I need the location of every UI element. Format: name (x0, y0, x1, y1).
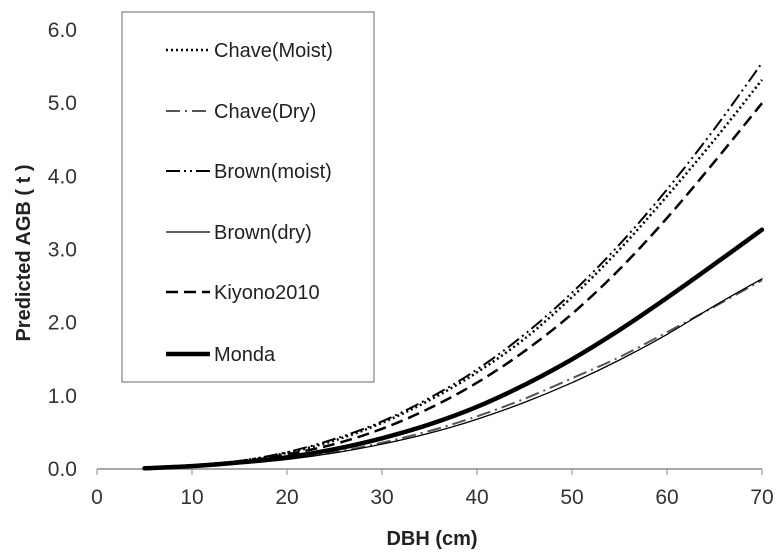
legend-label: Chave(Dry) (214, 101, 316, 123)
legend-label: Chave(Moist) (214, 40, 333, 62)
y-axis-title: Predicted AGB ( t ) (13, 164, 35, 341)
x-tick-label: 0 (91, 486, 103, 509)
legend-label: Brown(dry) (214, 222, 312, 244)
series-line (144, 279, 763, 470)
y-tick-label: 1.0 (48, 385, 77, 408)
series-line (144, 79, 763, 470)
legend-label: Monda (214, 344, 276, 366)
series-group (142, 62, 765, 471)
x-axis-title: DBH (cm) (386, 528, 477, 550)
axes: 0 10 20 30 40 50 60 70 0.0 1.0 2.0 3.0 4.0 5.0 6.0 (48, 19, 774, 509)
series-line (144, 62, 763, 470)
y-tick-label: 5.0 (48, 92, 77, 115)
y-tick-label: 6.0 (48, 19, 77, 42)
x-tick-label: 70 (750, 486, 773, 509)
series-line (144, 102, 763, 470)
x-tick-label: 30 (370, 486, 393, 509)
y-tick-label: 0.0 (48, 458, 77, 481)
x-tick-label: 60 (655, 486, 678, 509)
series-line (142, 227, 765, 471)
y-tick-label: 3.0 (48, 239, 77, 262)
legend-box (121, 11, 375, 383)
x-tick-label: 50 (560, 486, 583, 509)
x-tick-label: 20 (275, 486, 298, 509)
y-tick-label: 2.0 (48, 312, 77, 335)
y-tick-label: 4.0 (48, 165, 77, 188)
x-tick-label: 40 (465, 486, 488, 509)
legend-label: Kiyono2010 (214, 282, 320, 304)
x-tick-label: 10 (180, 486, 203, 509)
legend-label: Brown(moist) (214, 161, 332, 183)
legend: Chave(Moist) Chave(Dry) Brown(moist) Brown(… (121, 11, 375, 383)
